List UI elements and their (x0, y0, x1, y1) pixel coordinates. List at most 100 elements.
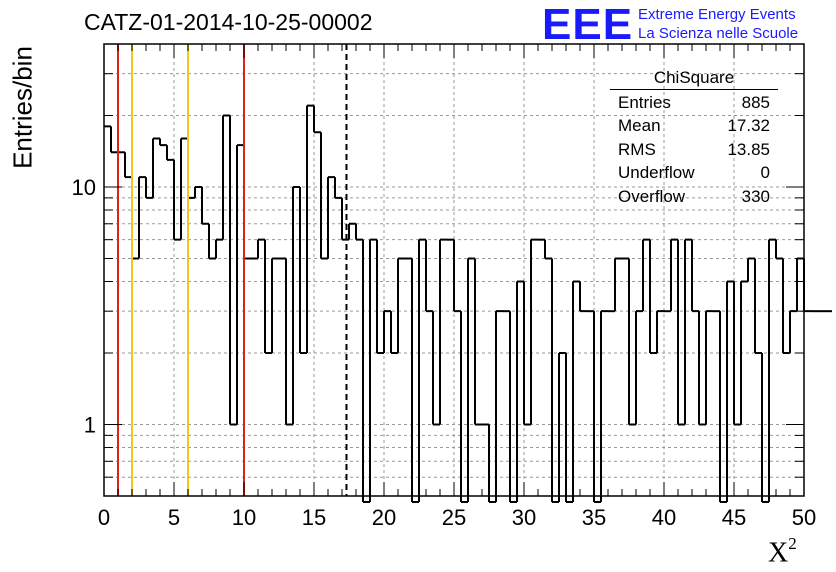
histogram-bin (572, 280, 580, 502)
histogram-bin (432, 311, 440, 426)
histogram-bin (698, 311, 706, 426)
histogram-bin (705, 310, 713, 425)
histogram-bin (726, 280, 734, 502)
histogram-series (104, 104, 832, 503)
histogram-bin (803, 258, 811, 313)
histogram-bin (194, 185, 202, 198)
histogram-bin (418, 238, 426, 502)
histogram-bin (145, 177, 153, 199)
histogram-bin (215, 238, 223, 259)
histogram-bin (649, 239, 657, 355)
histogram-bin (124, 152, 132, 179)
axis-ticks (103, 43, 805, 497)
y-tick-label: 10 (72, 175, 96, 200)
histogram-bin (754, 258, 762, 355)
histogram-bin (789, 310, 797, 354)
x-axis-label-superscript: 2 (788, 534, 797, 553)
histogram-bin (796, 257, 804, 312)
histogram-bin (775, 239, 783, 260)
stat-label: Mean (618, 116, 661, 136)
histogram-bin (411, 258, 419, 503)
histogram-bin (467, 257, 475, 502)
stat-value: 13.85 (727, 139, 770, 159)
histogram-bin (299, 186, 307, 355)
histogram-bin (544, 239, 552, 260)
histogram-bin (740, 280, 748, 425)
histogram-bin (635, 310, 643, 425)
x-tick-label: 35 (582, 505, 606, 530)
stat-label: Underflow (618, 163, 695, 183)
x-tick-label: 50 (792, 505, 816, 530)
histogram-bin (439, 238, 447, 425)
x-tick-label: 20 (372, 505, 396, 530)
histogram-bin (243, 145, 251, 260)
logo-line-2: La Scienza nelle Scuole (638, 25, 799, 42)
histogram-bin (593, 311, 601, 503)
histogram-bin (579, 281, 587, 313)
histogram-bin (656, 310, 664, 354)
histogram-bin (292, 185, 300, 425)
histogram-bin (180, 137, 188, 240)
y-tick-label: 1 (84, 413, 96, 438)
histogram-bin (362, 239, 370, 503)
histogram-bin (383, 310, 391, 354)
x-tick-label: 5 (168, 505, 180, 530)
histogram-bin (208, 223, 216, 260)
stat-row-underflow: Underflow 0 (610, 161, 778, 184)
histogram-bin (719, 311, 727, 503)
stat-label: RMS (618, 139, 656, 159)
histogram-bin (390, 311, 398, 355)
stat-row-mean: Mean 17.32 (610, 114, 778, 137)
histogram-bin (201, 186, 209, 225)
histogram-bin (684, 238, 692, 425)
histogram-bin (306, 104, 314, 354)
histogram-bin (110, 126, 118, 154)
x-tick-label: 10 (232, 505, 256, 530)
histogram-bin (642, 238, 650, 312)
x-tick-label: 30 (512, 505, 536, 530)
histogram-bin (159, 138, 167, 147)
histogram-bin (565, 353, 573, 503)
stats-title: ChiSquare (610, 68, 778, 90)
histogram-bin (397, 257, 405, 354)
histogram-bin (523, 281, 531, 426)
histogram-bin (600, 310, 608, 502)
x-axis-label: X2 (768, 534, 797, 569)
stat-label: Entries (618, 93, 671, 112)
histogram-bin (453, 239, 461, 313)
stat-row-overflow: Overflow 330 (610, 185, 778, 208)
histogram-bin (516, 280, 524, 502)
reference-lines (117, 44, 348, 496)
histogram-bin (320, 132, 328, 260)
histogram-bin (138, 176, 146, 259)
histogram-bin (530, 238, 538, 425)
x-axis-label-base: X (768, 537, 789, 569)
x-tick-label: 45 (722, 505, 746, 530)
histogram-bin (628, 258, 636, 426)
stat-value: 885 (741, 93, 770, 112)
histogram-bin (733, 281, 741, 426)
histogram-bin (222, 114, 230, 240)
stat-row-rms: RMS 13.85 (610, 138, 778, 161)
histogram-bin (229, 115, 237, 426)
histogram-bin (488, 424, 496, 503)
histogram-bin (558, 352, 566, 502)
histogram-bin (782, 258, 790, 355)
stat-value: 0 (760, 163, 770, 183)
histogram-bin (768, 238, 776, 502)
histogram-bin (313, 105, 321, 134)
histogram-bin (677, 239, 685, 426)
histogram-bin (348, 222, 356, 240)
histogram-bin (327, 176, 335, 259)
histogram-bin (355, 223, 363, 241)
page-title: CATZ-01-2014-10-25-00002 (84, 9, 373, 35)
histogram-bin (369, 238, 377, 502)
x-tick-label: 40 (652, 505, 676, 530)
y-tick-labels: 1 10 (72, 175, 96, 438)
histogram-bin (271, 257, 279, 354)
histogram-bin (285, 258, 293, 426)
histogram-bin (334, 177, 342, 199)
y-axis-label: Entries/bin (7, 46, 38, 169)
stat-value: 330 (741, 186, 770, 206)
